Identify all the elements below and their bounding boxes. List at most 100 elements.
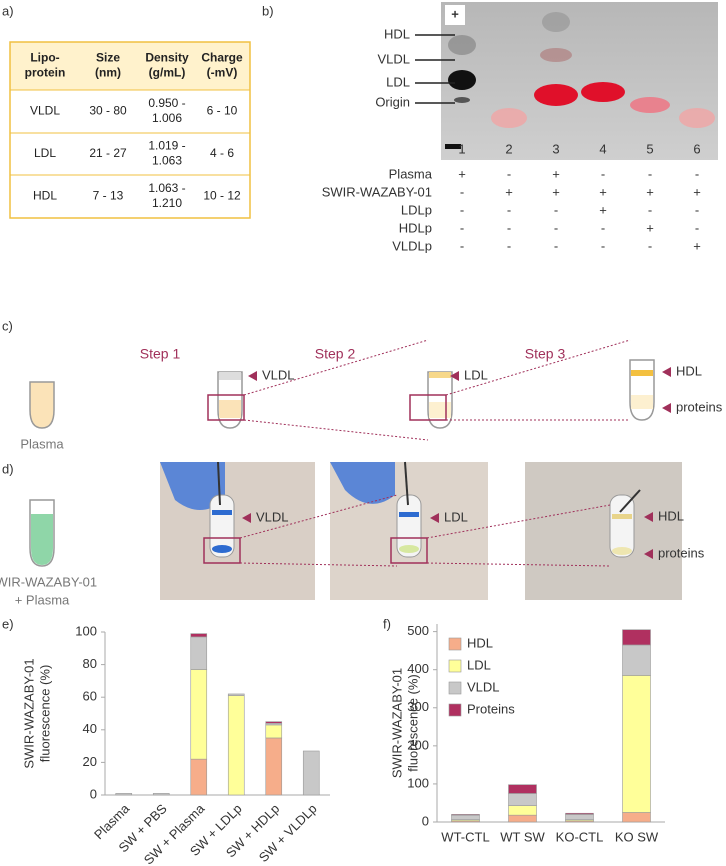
pointer [644, 549, 653, 559]
gel-arrows [415, 34, 455, 104]
bar-segment [622, 675, 651, 813]
condition-label: Plasma [389, 166, 433, 181]
gel-band-label: HDL [384, 26, 410, 41]
legend-swatch [448, 681, 462, 695]
panel-label: f) [383, 616, 391, 631]
condition-label: VLDLp [392, 238, 432, 253]
condition-sign: + [693, 184, 701, 199]
bar-segment [190, 758, 208, 796]
condition-sign: - [695, 166, 699, 181]
y-tick-label: 0 [90, 786, 97, 801]
step-label: Step 1 [140, 346, 181, 362]
step-label: Step 2 [315, 346, 356, 362]
lane-number: 4 [599, 141, 606, 156]
condition-sign: - [460, 238, 464, 253]
x-tick-label: KO-CTL [556, 829, 604, 844]
y-tick-label: 200 [407, 737, 429, 752]
bar-segment [622, 812, 651, 823]
condition-sign: - [554, 238, 558, 253]
pointer [662, 403, 671, 413]
condition-label: HDLp [399, 220, 432, 235]
panel-label: b) [262, 3, 274, 18]
start-label: SWIR-WAZABY-01 [0, 574, 97, 589]
condition-sign: + [646, 220, 654, 235]
lane-number: 1 [458, 141, 465, 156]
panel-label: d) [2, 461, 14, 476]
bar-segment [508, 814, 537, 823]
bar-segment [508, 805, 537, 816]
fraction-label: HDL [658, 508, 684, 523]
condition-sign: + [599, 202, 607, 217]
condition-sign: - [648, 166, 652, 181]
condition-sign: - [554, 202, 558, 217]
y-tick-label: 100 [75, 623, 97, 638]
condition-sign: - [601, 220, 605, 235]
bar-segment [265, 724, 283, 739]
y-tick-label: 100 [407, 775, 429, 790]
diagram-d-photos [29, 461, 682, 600]
y-tick-label: 60 [83, 689, 97, 704]
condition-sign: + [693, 238, 701, 253]
y-tick-label: 300 [407, 699, 429, 714]
condition-sign: - [601, 238, 605, 253]
bar-segment [190, 669, 208, 760]
table-cell: 1.063 [152, 154, 182, 168]
table-cell: 0.950 - [148, 96, 185, 110]
y-axis-label: SWIR-WAZABY-01 [389, 668, 404, 778]
fraction-label: LDL [464, 367, 488, 382]
panel-label: e) [2, 616, 14, 631]
fraction-label: LDL [444, 509, 468, 524]
table-cell: Lipo- [30, 51, 59, 65]
condition-sign: - [554, 220, 558, 235]
table: Lipo-protein Size(nm) Density(g/mL) Charge(… [9, 41, 251, 219]
table-cell: (g/mL) [149, 66, 186, 80]
y-tick-label: 40 [83, 721, 97, 736]
condition-sign: + [505, 184, 513, 199]
legend-label: LDL [467, 657, 491, 672]
table-cell: Charge [201, 51, 243, 65]
bar-segment [115, 793, 133, 796]
bar-segment [508, 784, 537, 794]
fraction-label: proteins [658, 545, 705, 560]
lane-number: 5 [646, 141, 653, 156]
y-axis-label: fluorescence (%) [405, 674, 420, 772]
condition-sign: + [552, 166, 560, 181]
bar-segment [451, 814, 480, 821]
condition-sign: - [460, 220, 464, 235]
condition-sign: - [507, 220, 511, 235]
fraction-label: VLDL [256, 509, 289, 524]
table-cell: 21 - 27 [89, 146, 127, 160]
pointer [644, 512, 653, 522]
panel-label: a) [2, 3, 14, 18]
table-cell: 1.019 - [148, 139, 185, 153]
condition-sign: + [599, 184, 607, 199]
table-cell: 6 - 10 [207, 104, 238, 118]
table-cell: Size [96, 51, 120, 65]
panel-label: c) [2, 318, 13, 333]
x-tick-label: KO SW [615, 829, 659, 844]
condition-sign: - [648, 238, 652, 253]
y-axis-label: SWIR-WAZABY-01 [21, 658, 36, 768]
y-tick-label: 20 [83, 754, 97, 769]
pointer [450, 371, 459, 381]
table-cell: 1.063 - [148, 181, 185, 195]
table-cell: HDL [33, 189, 57, 203]
table-cell: VLDL [30, 104, 60, 118]
condition-label: SWIR-WAZABY-01 [322, 184, 432, 199]
bar-segment [451, 814, 480, 816]
gel-band-label: LDL [386, 74, 410, 89]
pointer [430, 513, 439, 523]
fraction-label: proteins [676, 399, 723, 414]
bar-segment [152, 793, 170, 796]
legend-label: Proteins [467, 701, 515, 716]
bar-segment [622, 644, 651, 676]
condition-sign: - [695, 202, 699, 217]
condition-sign: + [552, 184, 560, 199]
condition-sign: + [646, 184, 654, 199]
table-cell: 4 - 6 [210, 146, 234, 160]
table-cell: 1.210 [152, 196, 182, 210]
bar-segment [565, 814, 594, 821]
table-cell: 1.006 [152, 111, 182, 125]
step-label: Step 3 [525, 346, 566, 362]
bar-segment [302, 750, 320, 796]
